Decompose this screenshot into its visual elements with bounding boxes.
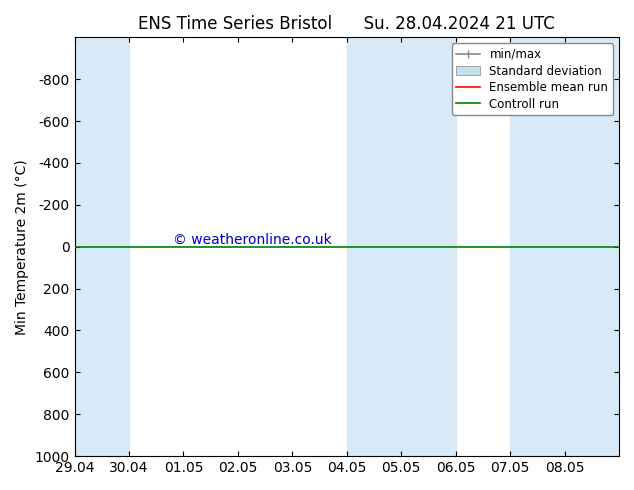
Bar bbox=[347, 37, 456, 456]
Text: © weatheronline.co.uk: © weatheronline.co.uk bbox=[172, 233, 332, 247]
Y-axis label: Min Temperature 2m (°C): Min Temperature 2m (°C) bbox=[15, 159, 29, 335]
Title: ENS Time Series Bristol      Su. 28.04.2024 21 UTC: ENS Time Series Bristol Su. 28.04.2024 2… bbox=[138, 15, 555, 33]
Bar bbox=[510, 37, 619, 456]
Legend: min/max, Standard deviation, Ensemble mean run, Controll run: min/max, Standard deviation, Ensemble me… bbox=[451, 43, 613, 115]
Bar bbox=[75, 37, 129, 456]
